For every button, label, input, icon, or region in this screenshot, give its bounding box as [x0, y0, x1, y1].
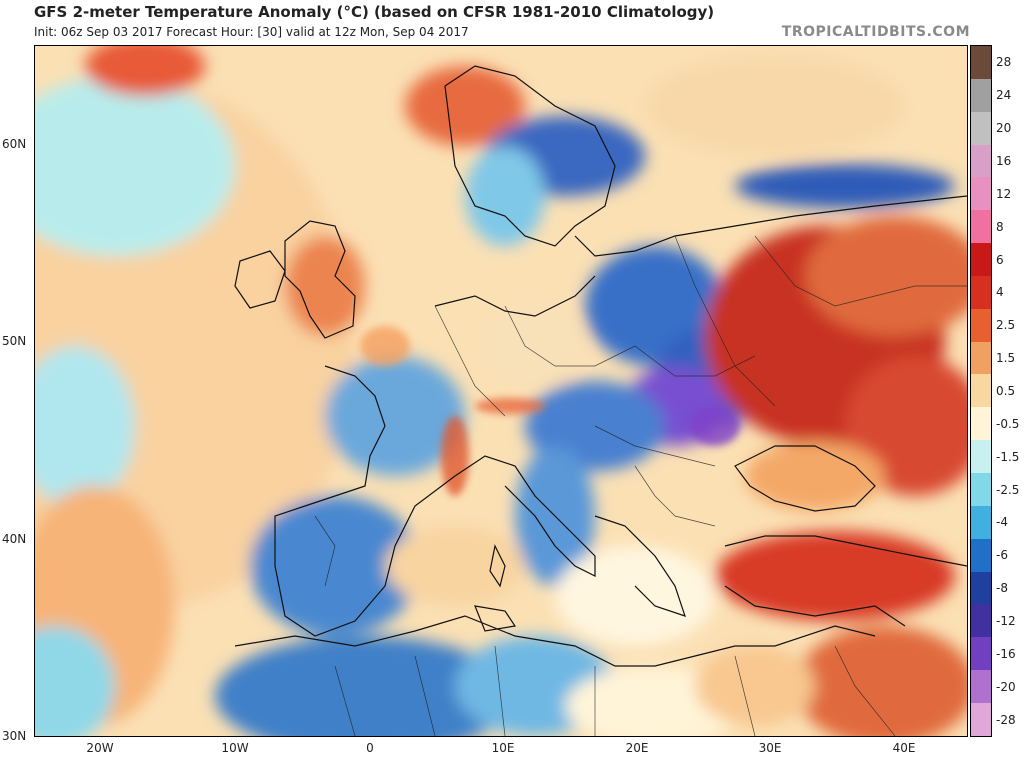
colorbar-label: 28 [996, 55, 1012, 70]
colorbar-label: 2.5 [996, 318, 1016, 333]
lon-label-20w: 20W [86, 741, 114, 755]
colorbar-label: -20 [996, 679, 1016, 694]
colorbar-label: 6 [996, 252, 1004, 267]
colorbar-label: -0.5 [996, 416, 1020, 431]
lon-label-0: 0 [366, 741, 374, 755]
map-title: GFS 2-meter Temperature Anomaly (°C) (ba… [34, 3, 715, 21]
colorbar-label: 8 [996, 219, 1004, 234]
colorbar-swatch [971, 46, 991, 79]
colorbar-label: 1.5 [996, 351, 1016, 366]
colorbar-swatch [971, 571, 991, 605]
credit-watermark: TROPICALTIDBITS.COM [781, 24, 970, 40]
colorbar-swatch [971, 604, 991, 638]
colorbar-label: 4 [996, 285, 1004, 300]
colorbar-swatch [971, 111, 991, 145]
colorbar [970, 45, 992, 737]
colorbar-label: 24 [996, 88, 1012, 103]
lat-label-30n: 30N [2, 729, 27, 743]
colorbar-swatch [971, 308, 991, 342]
colorbar-label: 0.5 [996, 384, 1016, 398]
colorbar-label: 20 [996, 121, 1012, 136]
colorbar-swatch [971, 177, 991, 211]
colorbar-label: -4 [996, 515, 1008, 530]
colorbar-label: -16 [996, 646, 1016, 661]
colorbar-swatch [971, 505, 991, 539]
lon-label-40e: 40E [892, 741, 916, 755]
colorbar-label: -28 [996, 712, 1016, 727]
colorbar-swatch [971, 670, 991, 703]
map-subtitle: Init: 06z Sep 03 2017 Forecast Hour: [30… [34, 25, 469, 39]
colorbar-label: -12 [996, 614, 1016, 628]
lon-label-10w: 10W [221, 741, 249, 755]
colorbar-swatch [971, 702, 991, 736]
lon-label-10e: 10E [491, 741, 515, 755]
colorbar-swatch [971, 472, 991, 506]
colorbar-label: -6 [996, 548, 1008, 563]
lat-label-50n: 50N [2, 334, 27, 348]
colorbar-label: -2.5 [996, 482, 1020, 497]
colorbar-label: 12 [996, 186, 1012, 201]
colorbar-swatch [971, 374, 991, 408]
colorbar-label: 16 [996, 154, 1012, 168]
lat-label-40n: 40N [2, 532, 27, 546]
colorbar-swatch [971, 440, 991, 473]
lat-label-60n: 60N [2, 137, 27, 151]
colorbar-label: -1.5 [996, 449, 1020, 464]
lon-label-30e: 30E [758, 741, 782, 755]
colorbar-swatch [971, 243, 991, 276]
colorbar-swatch [971, 637, 991, 671]
colorbar-swatch [971, 210, 991, 244]
colorbar-swatch [971, 275, 991, 309]
lon-label-20e: 20E [625, 741, 649, 755]
colorbar-label: -8 [996, 581, 1008, 596]
colorbar-swatch [971, 538, 991, 572]
colorbar-swatch [971, 407, 991, 441]
colorbar-swatch [971, 341, 991, 375]
colorbar-swatch [971, 78, 991, 112]
colorbar-swatch [971, 144, 991, 178]
anomaly-map [34, 45, 968, 737]
